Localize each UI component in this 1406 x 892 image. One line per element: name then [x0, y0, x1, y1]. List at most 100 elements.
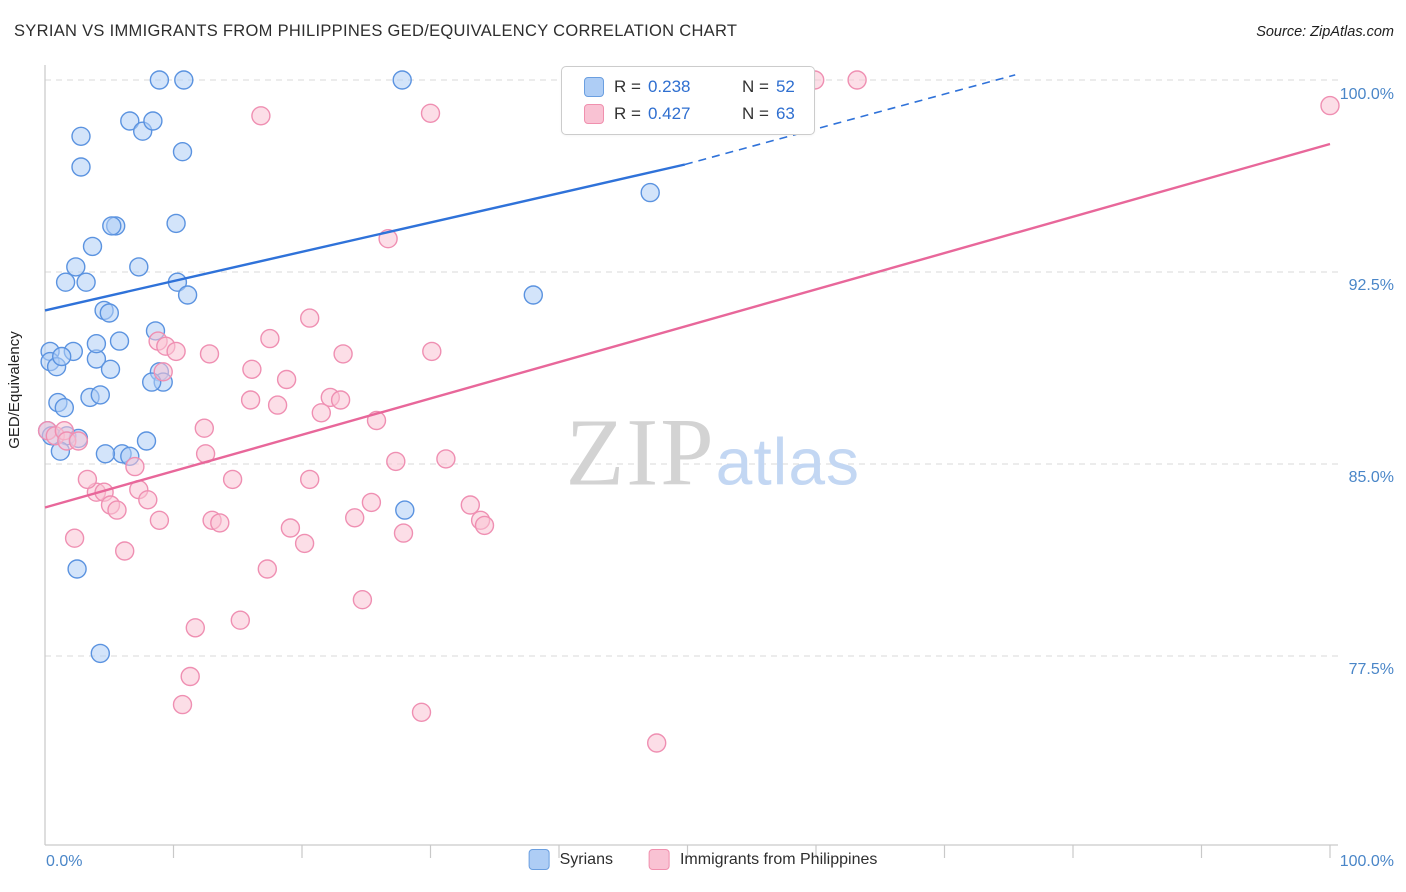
data-point: [107, 500, 127, 520]
data-point: [153, 362, 173, 382]
data-point: [276, 369, 297, 390]
philippines-swatch-icon: [648, 849, 670, 870]
data-point: [333, 344, 353, 364]
data-point: [460, 495, 480, 515]
r-label: R =: [614, 104, 641, 123]
y-tick-label-100: 100.0%: [1339, 86, 1394, 103]
data-point: [86, 334, 107, 354]
data-point: [280, 518, 301, 538]
data-point: [143, 111, 163, 131]
data-point: [251, 106, 271, 126]
data-point: [640, 182, 660, 203]
data-point: [95, 444, 116, 464]
data-point: [174, 70, 194, 90]
n-value: 63: [775, 104, 795, 123]
data-point: [242, 359, 262, 379]
data-point: [54, 398, 75, 418]
data-point: [422, 341, 442, 362]
bottom-legend: Syrians Immigrants from Philippines: [528, 849, 878, 870]
n-value: 52: [775, 77, 795, 96]
data-point: [420, 103, 441, 124]
data-point: [222, 469, 243, 490]
page-title: SYRIAN VS IMMIGRANTS FROM PHILIPPINES GE…: [14, 22, 738, 40]
data-point: [71, 157, 91, 177]
data-point: [138, 490, 158, 510]
data-point: [386, 451, 406, 472]
y-tick-label-85: 85.0%: [1348, 469, 1394, 486]
data-point: [1320, 95, 1340, 116]
data-point: [77, 469, 98, 490]
data-point: [300, 469, 320, 490]
data-point: [395, 500, 415, 520]
data-point: [90, 385, 111, 405]
data-point: [392, 70, 412, 90]
data-point: [149, 510, 170, 530]
source-label: Source: ZipAtlas.com: [1256, 24, 1394, 40]
legend-row-syrians: R = 0.238 N = 52: [584, 77, 800, 97]
syrians-swatch-icon: [584, 77, 604, 97]
legend-row-philippines: R = 0.427 N = 63: [584, 104, 800, 124]
data-point: [90, 643, 111, 664]
y-tick-label-77-5: 77.5%: [1348, 661, 1394, 678]
data-point: [129, 257, 149, 277]
philippines-swatch-icon: [584, 104, 604, 124]
data-point: [436, 449, 456, 469]
data-point: [76, 272, 96, 292]
data-point: [52, 346, 72, 367]
data-point: [294, 533, 315, 554]
data-point: [166, 213, 186, 234]
legend-item-philippines: Immigrants from Philippines: [648, 849, 878, 870]
data-point: [102, 216, 122, 236]
data-point: [345, 508, 365, 528]
data-point: [474, 515, 495, 536]
r-label: R =: [614, 77, 641, 96]
data-point: [411, 702, 432, 722]
data-point: [311, 403, 331, 423]
data-point: [300, 308, 320, 328]
data-point: [180, 666, 200, 687]
data-point: [352, 590, 373, 610]
trend-line: [44, 142, 1331, 509]
data-point: [393, 523, 414, 543]
data-point: [847, 70, 867, 90]
legend-label-syrians: Syrians: [559, 850, 613, 868]
data-point: [199, 344, 220, 364]
data-point: [523, 285, 543, 305]
data-point: [114, 541, 135, 561]
trend-line: [44, 163, 686, 312]
data-point: [100, 359, 121, 379]
data-point: [166, 341, 186, 362]
y-tick-label-92-5: 92.5%: [1348, 277, 1394, 294]
n-label: N =: [742, 104, 769, 123]
data-point: [66, 257, 86, 277]
syrians-swatch-icon: [528, 849, 550, 870]
data-point: [257, 559, 277, 579]
data-point: [185, 618, 206, 638]
x-tick-label-min: 0.0%: [46, 853, 83, 870]
data-point: [99, 303, 120, 323]
data-point: [82, 236, 103, 257]
data-point: [125, 456, 145, 477]
y-axis-title: GED/Equivalency: [6, 331, 23, 449]
data-point: [64, 528, 85, 548]
data-point: [210, 513, 230, 533]
legend-label-philippines: Immigrants from Philippines: [679, 850, 878, 868]
data-point: [361, 492, 382, 513]
data-point: [172, 694, 193, 715]
data-point: [330, 390, 351, 410]
data-point: [647, 733, 667, 753]
data-point: [55, 272, 76, 292]
data-point: [177, 285, 198, 305]
data-point: [172, 141, 193, 162]
data-point: [68, 431, 89, 451]
data-point: [71, 126, 91, 147]
data-point: [120, 111, 140, 131]
data-point: [230, 610, 251, 630]
trend-line: [684, 74, 1016, 166]
correlation-legend-box: R = 0.238 N = 52 R = 0.427 N = 63: [561, 66, 815, 135]
data-point: [267, 395, 288, 415]
data-point: [109, 331, 130, 351]
data-point: [194, 418, 215, 438]
data-point: [136, 431, 157, 451]
